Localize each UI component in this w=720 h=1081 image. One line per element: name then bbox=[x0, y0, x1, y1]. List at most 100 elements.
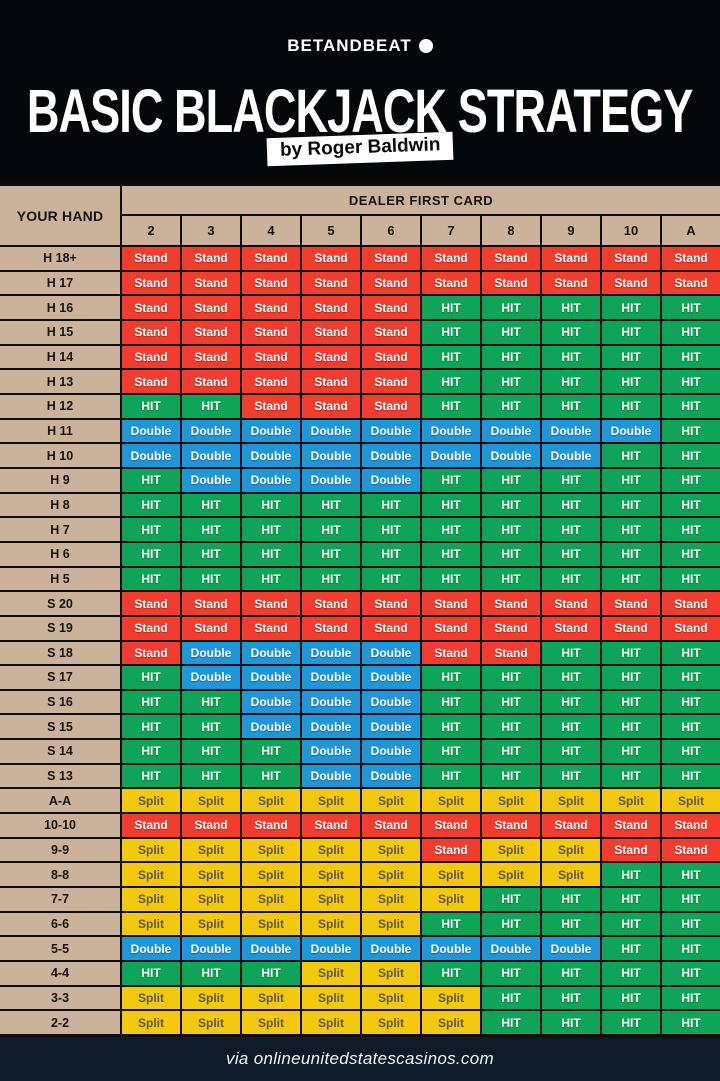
strategy-cell-double: Double bbox=[242, 715, 300, 739]
strategy-cell-stand: Stand bbox=[182, 592, 240, 615]
hand-label: H 9 bbox=[0, 468, 120, 492]
strategy-cell-stand: Stand bbox=[362, 320, 420, 344]
strategy-cell-stand: Stand bbox=[122, 320, 180, 344]
strategy-cell-hit: HIT bbox=[122, 493, 180, 517]
strategy-cell-hit: HIT bbox=[602, 740, 660, 763]
strategy-cell-hit: HIT bbox=[542, 888, 600, 911]
strategy-cell-hit: HIT bbox=[422, 962, 480, 985]
strategy-cell-split: Split bbox=[122, 912, 180, 936]
strategy-cell-split: Split bbox=[122, 789, 180, 813]
strategy-cell-hit: HIT bbox=[662, 542, 720, 566]
strategy-cell-split: Split bbox=[422, 986, 480, 1010]
strategy-cell-double: Double bbox=[302, 444, 360, 467]
strategy-cell-hit: HIT bbox=[122, 715, 180, 739]
strategy-cell-hit: HIT bbox=[542, 1011, 600, 1034]
strategy-cell-double: Double bbox=[122, 444, 180, 467]
strategy-cell-hit: HIT bbox=[422, 320, 480, 344]
strategy-cell-stand: Stand bbox=[182, 616, 240, 640]
strategy-cell-hit: HIT bbox=[482, 493, 540, 517]
strategy-cell-hit: HIT bbox=[662, 962, 720, 985]
brand-text: BETANDBEAT bbox=[287, 36, 412, 55]
strategy-cell-stand: Stand bbox=[302, 247, 360, 270]
strategy-cell-stand: Stand bbox=[362, 271, 420, 295]
strategy-cell-double: Double bbox=[362, 937, 420, 961]
strategy-cell-hit: HIT bbox=[122, 394, 180, 418]
hand-label: 8-8 bbox=[0, 863, 120, 887]
strategy-cell-double: Double bbox=[362, 468, 420, 492]
strategy-cell-hit: HIT bbox=[542, 345, 600, 369]
brand-dot-icon bbox=[418, 39, 433, 53]
strategy-cell-double: Double bbox=[482, 419, 540, 443]
strategy-cell-double: Double bbox=[242, 419, 300, 443]
strategy-cell-stand: Stand bbox=[122, 345, 180, 369]
strategy-cell-stand: Stand bbox=[482, 247, 540, 270]
strategy-cell-hit: HIT bbox=[602, 1011, 660, 1034]
strategy-cell-split: Split bbox=[422, 863, 480, 887]
hand-label: H 6 bbox=[0, 542, 120, 566]
strategy-cell-hit: HIT bbox=[482, 1011, 540, 1034]
strategy-cell-stand: Stand bbox=[542, 271, 600, 295]
strategy-cell-hit: HIT bbox=[662, 888, 720, 911]
strategy-cell-hit: HIT bbox=[302, 493, 360, 517]
strategy-cell-stand: Stand bbox=[182, 271, 240, 295]
strategy-cell-split: Split bbox=[362, 863, 420, 887]
strategy-cell-stand: Stand bbox=[182, 320, 240, 344]
strategy-cell-hit: HIT bbox=[422, 468, 480, 492]
strategy-cell-hit: HIT bbox=[182, 567, 240, 591]
strategy-cell-stand: Stand bbox=[482, 592, 540, 615]
strategy-cell-hit: HIT bbox=[662, 518, 720, 541]
strategy-cell-double: Double bbox=[542, 937, 600, 961]
strategy-cell-hit: HIT bbox=[662, 764, 720, 788]
strategy-cell-split: Split bbox=[302, 962, 360, 985]
strategy-cell-hit: HIT bbox=[422, 740, 480, 763]
dealer-card-8: 8 bbox=[482, 216, 540, 245]
strategy-cell-stand: Stand bbox=[362, 247, 420, 270]
author-subtitle: by Roger Baldwin bbox=[266, 131, 454, 167]
strategy-cell-split: Split bbox=[302, 986, 360, 1010]
strategy-cell-hit: HIT bbox=[602, 444, 660, 467]
dealer-card-A: A bbox=[662, 216, 720, 245]
strategy-cell-double: Double bbox=[602, 419, 660, 443]
strategy-cell-hit: HIT bbox=[602, 394, 660, 418]
strategy-cell-double: Double bbox=[362, 715, 420, 739]
strategy-cell-split: Split bbox=[542, 863, 600, 887]
strategy-cell-hit: HIT bbox=[422, 518, 480, 541]
strategy-cell-stand: Stand bbox=[362, 814, 420, 837]
strategy-cell-double: Double bbox=[362, 641, 420, 665]
strategy-cell-stand: Stand bbox=[182, 345, 240, 369]
strategy-cell-stand: Stand bbox=[122, 296, 180, 319]
dealer-card-3: 3 bbox=[182, 216, 240, 245]
strategy-cell-hit: HIT bbox=[542, 641, 600, 665]
strategy-cell-hit: HIT bbox=[662, 1011, 720, 1034]
strategy-cell-hit: HIT bbox=[542, 468, 600, 492]
strategy-cell-double: Double bbox=[362, 740, 420, 763]
strategy-cell-hit: HIT bbox=[482, 888, 540, 911]
strategy-cell-stand: Stand bbox=[122, 616, 180, 640]
hand-label: H 18+ bbox=[0, 247, 120, 270]
strategy-cell-double: Double bbox=[542, 419, 600, 443]
hand-label: 2-2 bbox=[0, 1011, 120, 1034]
strategy-cell-hit: HIT bbox=[482, 345, 540, 369]
strategy-cell-stand: Stand bbox=[422, 592, 480, 615]
strategy-cell-split: Split bbox=[182, 1011, 240, 1034]
strategy-cell-hit: HIT bbox=[422, 764, 480, 788]
strategy-cell-stand: Stand bbox=[302, 616, 360, 640]
strategy-cell-hit: HIT bbox=[662, 937, 720, 961]
dealer-card-6: 6 bbox=[362, 216, 420, 245]
strategy-cell-hit: HIT bbox=[182, 740, 240, 763]
strategy-cell-hit: HIT bbox=[422, 567, 480, 591]
strategy-cell-stand: Stand bbox=[242, 814, 300, 837]
strategy-cell-hit: HIT bbox=[482, 542, 540, 566]
hand-label: 10-10 bbox=[0, 814, 120, 837]
hand-label: H 17 bbox=[0, 271, 120, 295]
strategy-cell-stand: Stand bbox=[362, 394, 420, 418]
strategy-cell-stand: Stand bbox=[182, 814, 240, 837]
strategy-cell-hit: HIT bbox=[602, 863, 660, 887]
strategy-cell-hit: HIT bbox=[482, 567, 540, 591]
strategy-cell-hit: HIT bbox=[662, 567, 720, 591]
strategy-cell-split: Split bbox=[362, 789, 420, 813]
hand-label: S 13 bbox=[0, 764, 120, 788]
strategy-cell-hit: HIT bbox=[602, 493, 660, 517]
strategy-cell-stand: Stand bbox=[242, 616, 300, 640]
strategy-cell-hit: HIT bbox=[182, 715, 240, 739]
